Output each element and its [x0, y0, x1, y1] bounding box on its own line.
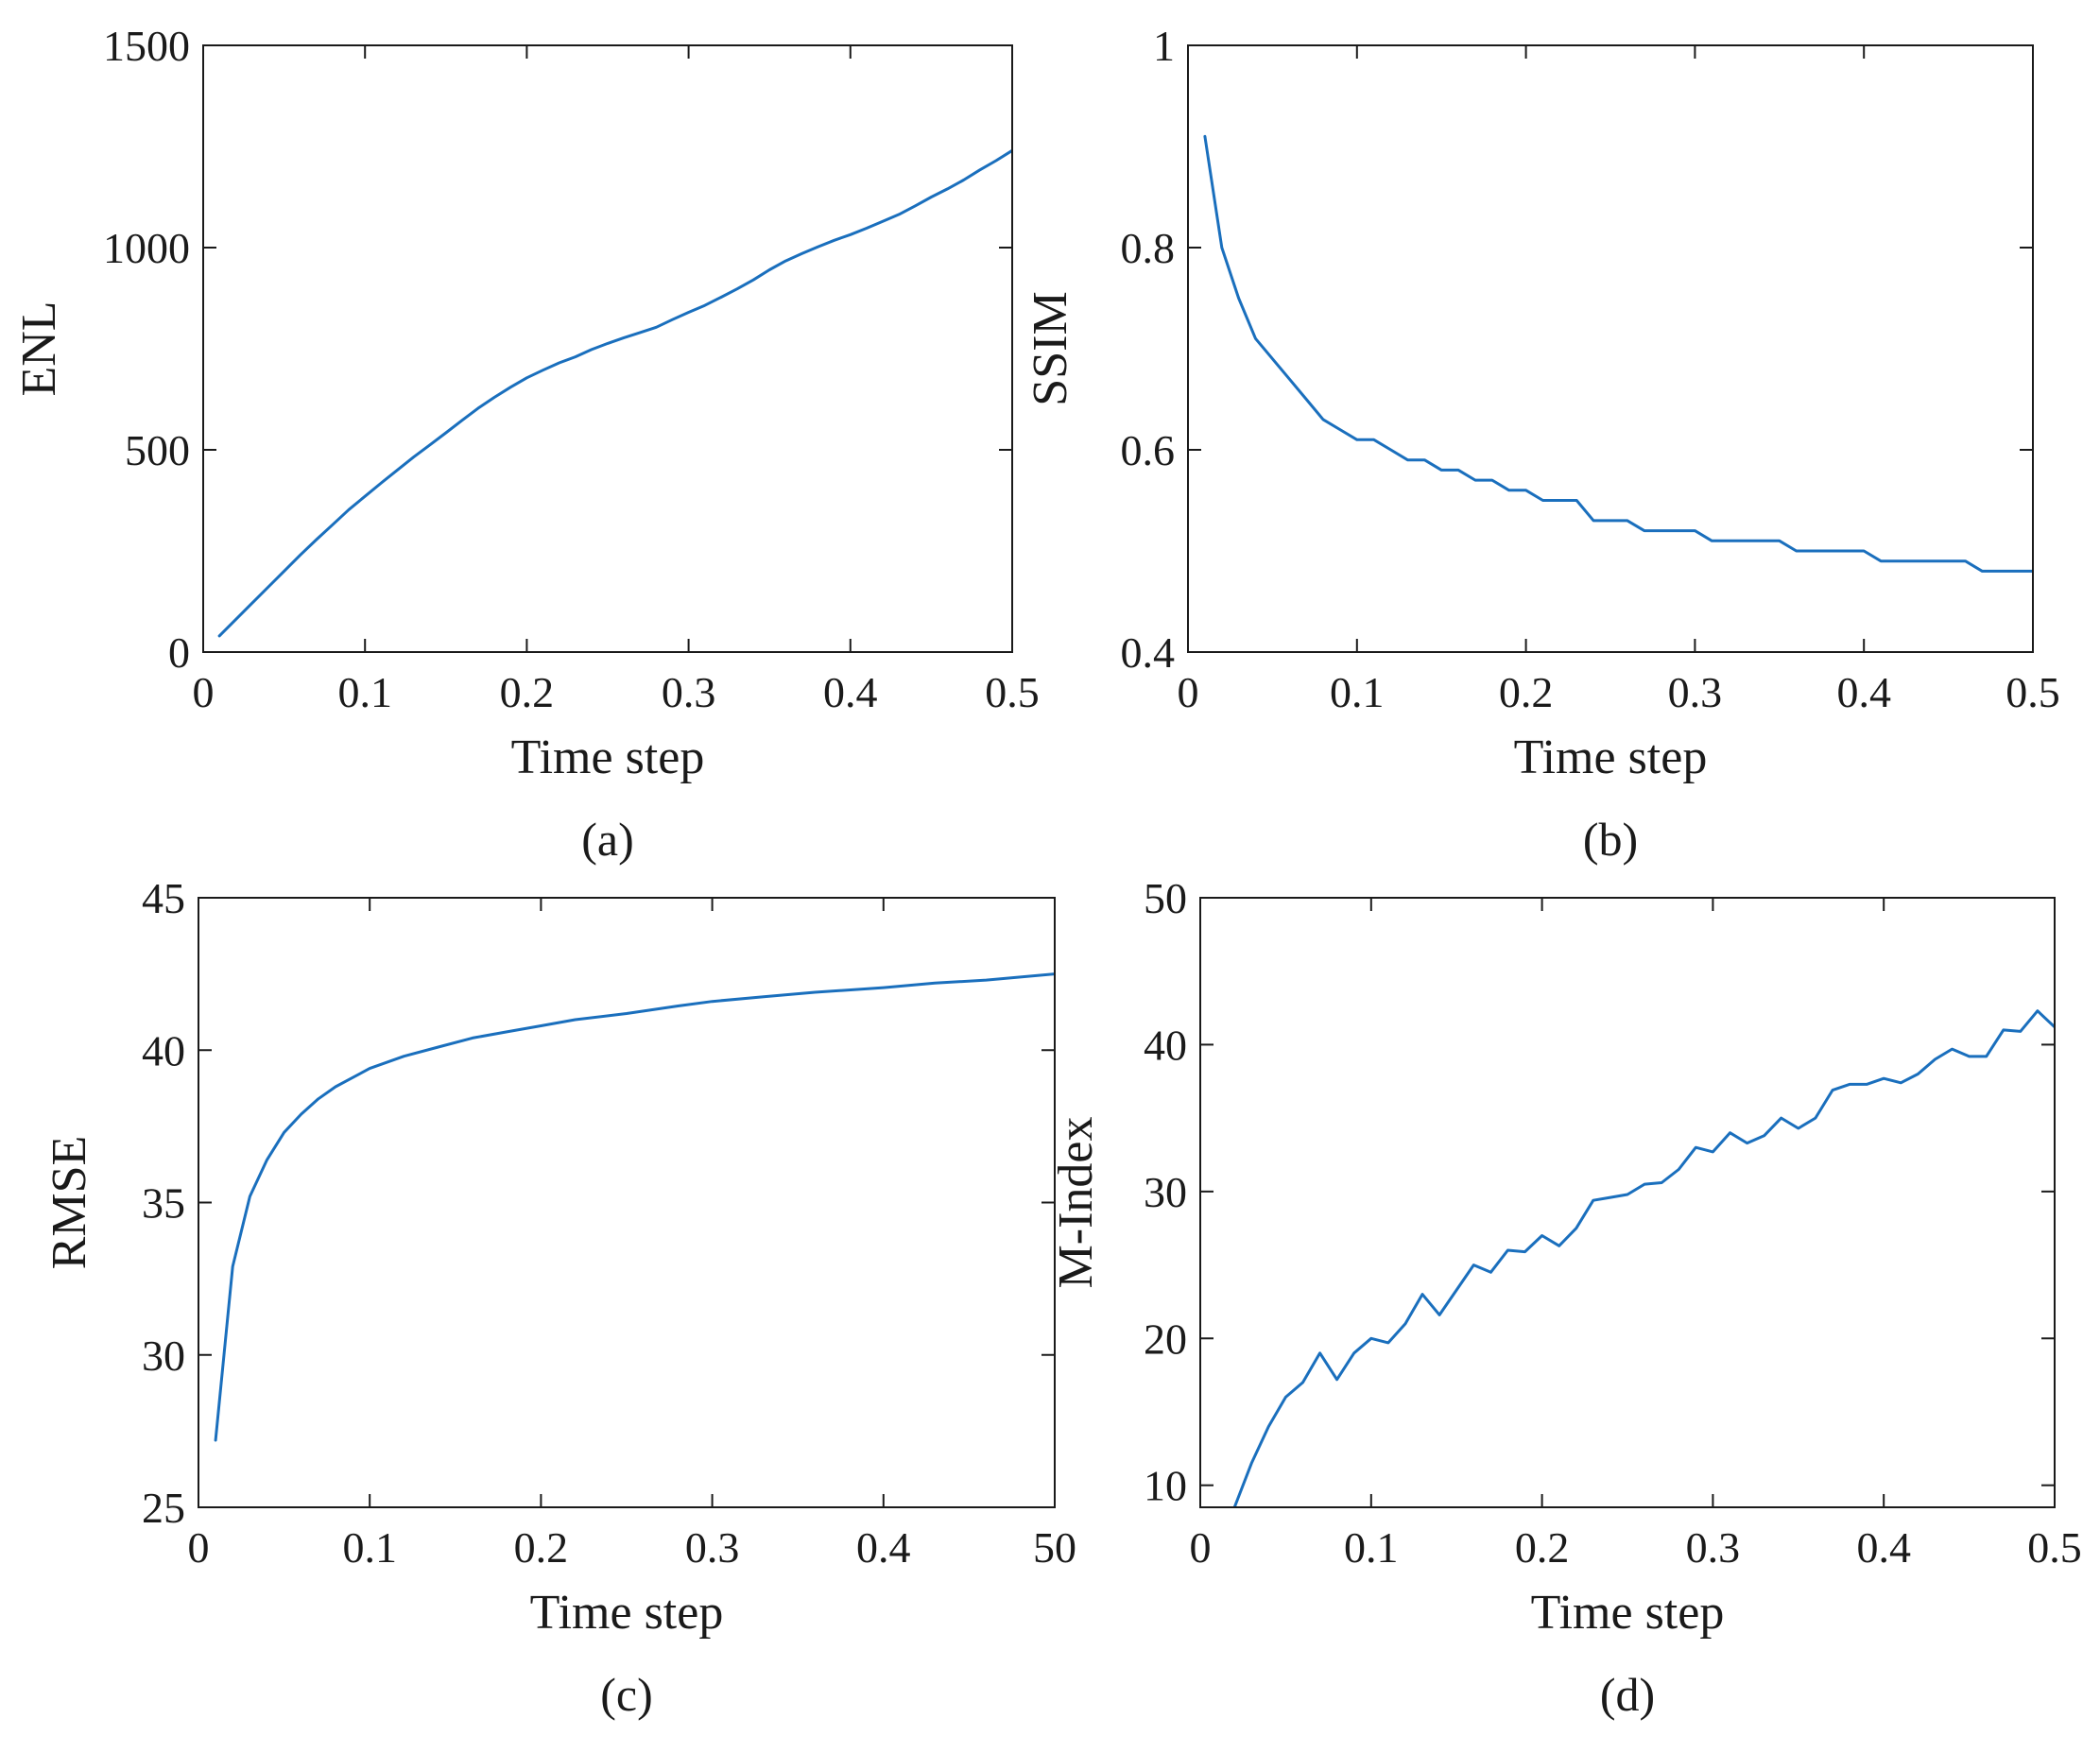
chart-d-x-tick-label: 0 [1190, 1523, 1212, 1572]
chart-c-caption: (c) [600, 1668, 653, 1721]
chart-d-y-axis-title: M-Index [1049, 1117, 1103, 1289]
chart-a-caption: (a) [581, 813, 634, 866]
chart-d-axes-box [1199, 897, 2056, 1508]
chart-panel-d: 0 0.1 0.2 0.3 0.4 0.5 10 20 30 40 50 Time step M-Ind… [1049, 874, 2082, 1721]
chart-a-y-tick-label: 0 [168, 628, 190, 677]
chart-c-x-tick-label: 50 [1033, 1523, 1076, 1572]
chart-a-y-tick-label: 1500 [103, 22, 190, 70]
chart-d-x-tick-label: 0.5 [2027, 1523, 2082, 1572]
chart-d-caption: (d) [1600, 1668, 1655, 1721]
chart-b-caption: (b) [1583, 813, 1638, 866]
chart-a-x-tick-label: 0 [193, 668, 215, 716]
chart-a-x-tick-label: 0.3 [662, 668, 716, 716]
chart-b-y-axis-title: SSIM [1024, 291, 1077, 405]
chart-a-y-tick-label: 1000 [103, 224, 190, 272]
chart-b-y-tick-label: 0.6 [1121, 426, 1176, 474]
chart-d-x-tick-label: 0.4 [1856, 1523, 1911, 1572]
chart-d-series-line [1231, 1009, 2055, 1507]
chart-a-x-tick-label: 0.1 [337, 668, 392, 716]
chart-a-y-axis-title: ENL [12, 301, 66, 396]
chart-c-x-tick-label: 0.1 [342, 1523, 397, 1572]
chart-d-y-tick-label: 40 [1144, 1021, 1187, 1069]
chart-b-x-tick-label: 0.2 [1499, 668, 1554, 716]
chart-d-x-tick-label: 0.2 [1515, 1523, 1570, 1572]
chart-a-x-tick-label: 0.2 [500, 668, 555, 716]
chart-d-y-tick-label: 50 [1144, 874, 1187, 922]
chart-panel-b: 0 0.1 0.2 0.3 0.4 0.5 0.4 0.6 0.8 1 Time step SSIM (… [1024, 22, 2060, 866]
chart-d-y-tick-label: 30 [1144, 1168, 1187, 1216]
chart-c-y-axis-title: RMSE [43, 1136, 96, 1270]
chart-panel-a: 0 0.1 0.2 0.3 0.4 0.5 0 500 1000 1500 Time step ENL… [12, 22, 1040, 866]
chart-a-x-axis-title: Time step [511, 730, 705, 784]
chart-c-x-tick-label: 0 [188, 1523, 210, 1572]
chart-d-x-axis-title: Time step [1531, 1586, 1725, 1640]
chart-c-y-tick-label: 25 [142, 1484, 185, 1532]
chart-a-x-tick-label: 0.5 [985, 668, 1040, 716]
chart-c-x-axis-title: Time step [530, 1586, 724, 1640]
chart-c-x-tick-label: 0.3 [685, 1523, 740, 1572]
chart-b-y-tick-label: 0.8 [1121, 224, 1176, 272]
chart-c-y-tick-label: 45 [142, 874, 185, 922]
chart-b-x-tick-label: 0.4 [1836, 668, 1891, 716]
chart-c-x-tick-label: 0.2 [514, 1523, 569, 1572]
chart-b-axes-box [1187, 44, 2034, 653]
chart-d-y-tick-label: 10 [1144, 1462, 1187, 1510]
chart-b-series-line [1203, 134, 2033, 573]
chart-d-x-tick-label: 0.3 [1686, 1523, 1741, 1572]
chart-b-x-tick-label: 0 [1178, 668, 1199, 716]
chart-c-x-tick-label: 0.4 [856, 1523, 911, 1572]
chart-b-x-tick-label: 0.1 [1330, 668, 1385, 716]
chart-panel-c: 0 0.1 0.2 0.3 0.4 50 25 30 35 40 45 Time step RMSE (c… [43, 874, 1076, 1721]
chart-a-axes-box [202, 44, 1013, 653]
chart-b-x-tick-label: 0.3 [1668, 668, 1723, 716]
chart-b-y-tick-label: 1 [1153, 22, 1175, 70]
chart-d-y-tick-label: 20 [1144, 1315, 1187, 1363]
chart-c-y-tick-label: 35 [142, 1179, 185, 1228]
chart-b-x-tick-label: 0.5 [2005, 668, 2060, 716]
chart-b-x-axis-title: Time step [1514, 730, 1708, 784]
chart-c-series-line [214, 972, 1055, 1442]
chart-b-y-tick-label: 0.4 [1121, 628, 1176, 677]
chart-a-y-tick-label: 500 [125, 426, 190, 474]
chart-a-x-tick-label: 0.4 [823, 668, 878, 716]
chart-c-y-tick-label: 40 [142, 1026, 185, 1074]
chart-c-axes-box [198, 897, 1056, 1508]
chart-d-x-tick-label: 0.1 [1344, 1523, 1399, 1572]
chart-c-y-tick-label: 30 [142, 1332, 185, 1380]
chart-a-series-line [217, 148, 1012, 638]
